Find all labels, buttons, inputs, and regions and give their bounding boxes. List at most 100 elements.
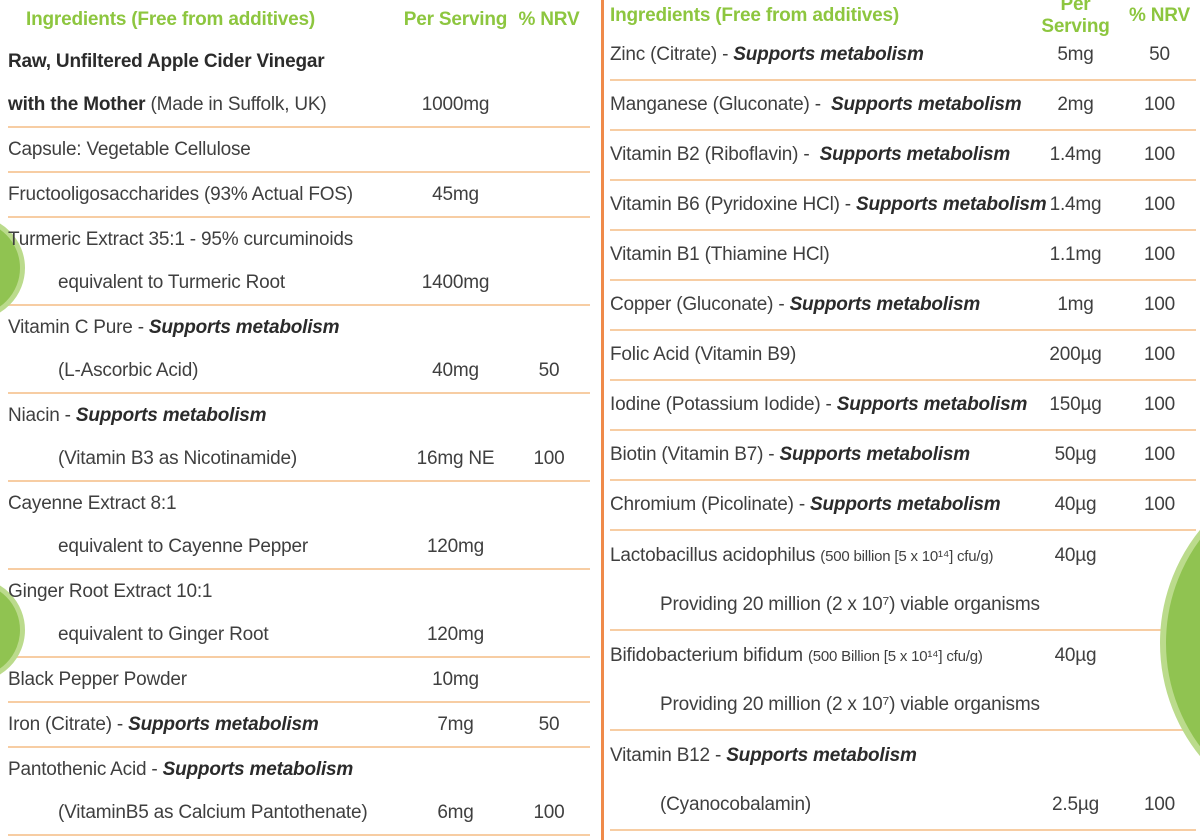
text-segment: Supports metabolism xyxy=(162,758,354,780)
ingredient-name: Providing 20 million (2 x 10⁷) viable or… xyxy=(610,594,1040,616)
per-serving-value: 40mg xyxy=(432,359,479,381)
per-serving-value: 40µg xyxy=(1054,544,1097,566)
per-serving-value: 40µg xyxy=(1054,644,1097,666)
ingredient-name: Cayenne Extract 8:1 xyxy=(8,493,403,515)
ingredient-name: Vitamin B12 - Supports metabolism xyxy=(610,745,1028,767)
per-serving-value: 1.4mg xyxy=(1049,194,1102,215)
ingredient-name: Iodine (Potassium Iodide) - Supports met… xyxy=(610,394,1028,416)
table-row: Vitamin C Pure - Supports metabolism (L-A… xyxy=(8,306,590,394)
column-separator-line xyxy=(601,0,604,840)
row-line: with the Mother (Made in Suffolk, UK) 100… xyxy=(8,83,590,126)
per-serving-value: 7mg xyxy=(437,713,474,735)
row-line: Zinc (Citrate) - Supports metabolism 5mg 5… xyxy=(610,31,1196,79)
per-serving-value: 1.4mg xyxy=(1049,144,1102,165)
column-header-nrv: % NRV xyxy=(518,9,580,30)
ingredient-name: (Cyanocobalamin) xyxy=(610,794,1028,816)
text-segment: Manganese (Gluconate) - xyxy=(610,94,832,115)
table-row: Raw, Unfiltered Apple Cider Vinegar with … xyxy=(8,40,590,128)
row-line: Black Pepper Powder 10mg xyxy=(8,658,590,701)
text-segment: Black Pepper Powder xyxy=(8,668,187,690)
ingredient-name: Lactobacillus acidophilus (500 billion [… xyxy=(610,545,1028,567)
per-serving-value: 16mg NE xyxy=(416,447,495,469)
ingredient-name: Bifidobacterium bifidum (500 Billion [5 … xyxy=(610,645,1028,667)
text-segment: Iron (Citrate) - xyxy=(8,713,129,735)
row-line: Fructooligosaccharides (93% Actual FOS) 4… xyxy=(8,173,590,216)
row-line: equivalent to Cayenne Pepper 120mg xyxy=(8,525,590,568)
nrv-value: 100 xyxy=(1143,394,1176,415)
row-line: Vitamin B12 - Supports metabolism xyxy=(610,731,1196,780)
row-line: Vitamin C Pure - Supports metabolism xyxy=(8,306,590,349)
nrv-value: 100 xyxy=(1143,244,1176,265)
ingredient-name: Zinc (Citrate) - Supports metabolism xyxy=(610,44,1028,66)
column-header-per-serving: Per Serving xyxy=(403,9,508,30)
text-segment: Supports metabolism xyxy=(75,404,267,426)
text-segment: Supports metabolism xyxy=(148,316,340,338)
text-segment: Chromium (Picolinate) - xyxy=(610,494,811,515)
ingredient-name: (Vitamin B3 as Nicotinamide) xyxy=(8,448,403,470)
text-segment: Supports metabolism xyxy=(779,444,970,465)
text-segment: Supports metabolism xyxy=(733,44,924,65)
nrv-value: 100 xyxy=(1143,444,1176,465)
ingredient-name: Folic Acid (Vitamin B9) xyxy=(610,344,1028,366)
ingredient-name: Vitamin B1 (Thiamine HCl) xyxy=(610,244,1028,266)
table-row: Zinc (Citrate) - Supports metabolism 5mg 5… xyxy=(610,31,1196,81)
row-line: Ginger Root Extract 10:1 xyxy=(8,570,590,613)
row-line: (VitaminB5 as Calcium Pantothenate) 6mg 10… xyxy=(8,791,590,834)
per-serving-value: 10mg xyxy=(432,668,479,690)
column-header: Ingredients (Free from additives) Per Se… xyxy=(610,0,1196,37)
row-line: Iron (Citrate) - Supports metabolism 7mg 5… xyxy=(8,703,590,746)
text-segment: Supports metabolism xyxy=(789,294,981,315)
row-line: Raw, Unfiltered Apple Cider Vinegar xyxy=(8,40,590,83)
ingredient-name: Niacin - Supports metabolism xyxy=(8,405,403,427)
ingredient-name: Providing 20 million (2 x 10⁷) viable or… xyxy=(610,694,1040,716)
text-segment: Niacin - xyxy=(8,404,76,426)
row-line: Biotin (Vitamin B7) - Supports metabolis… xyxy=(610,431,1196,479)
row-line: Vitamin B2 (Riboflavin) - Supports metab… xyxy=(610,131,1196,179)
ingredient-name: Raw, Unfiltered Apple Cider Vinegar xyxy=(8,51,403,73)
nrv-value: 50 xyxy=(538,713,560,735)
column-header-ingredients: Ingredients (Free from additives) xyxy=(610,4,900,26)
row-line: Pantothenic Acid - Supports metabolism xyxy=(8,748,590,791)
row-line: Capsule: Vegetable Cellulose xyxy=(8,128,590,171)
table-row: Fructooligosaccharides (93% Actual FOS) 4… xyxy=(8,173,590,218)
column-header-per-serving: Per Serving xyxy=(1041,0,1110,37)
table-row: Folic Acid (Vitamin B9) 200µg 100 xyxy=(610,331,1196,381)
nrv-value: 50 xyxy=(1149,44,1170,65)
ingredient-name: Chromium (Picolinate) - Supports metabol… xyxy=(610,494,1028,516)
ingredients-column-right: Ingredients (Free from additives) Per Se… xyxy=(610,0,1196,831)
text-segment: Supports metabolism xyxy=(831,94,1022,115)
text-segment: Copper (Gluconate) - xyxy=(610,294,790,315)
table-row: Iodine (Potassium Iodide) - Supports met… xyxy=(610,381,1196,431)
row-line: equivalent to Turmeric Root 1400mg xyxy=(8,261,590,304)
text-segment: equivalent to Cayenne Pepper xyxy=(58,535,309,557)
column-header-nrv: % NRV xyxy=(1129,4,1190,26)
ingredient-rows: Zinc (Citrate) - Supports metabolism 5mg 5… xyxy=(610,31,1196,831)
nrv-value: 100 xyxy=(1143,294,1176,315)
table-row: Cayenne Extract 8:1 equivalent to Cayenne… xyxy=(8,482,590,570)
per-serving-value: 6mg xyxy=(437,801,474,823)
row-line: Iodine (Potassium Iodide) - Supports met… xyxy=(610,381,1196,429)
text-segment: Supports metabolism xyxy=(726,744,917,766)
row-line: Manganese (Gluconate) - Supports metabol… xyxy=(610,81,1196,129)
table-row: Biotin (Vitamin B7) - Supports metabolis… xyxy=(610,431,1196,481)
per-serving-value: 1400mg xyxy=(421,271,490,293)
row-line: equivalent to Ginger Root 120mg xyxy=(8,613,590,656)
ingredient-name: with the Mother (Made in Suffolk, UK) xyxy=(8,94,403,116)
nrv-value: 100 xyxy=(1143,94,1176,115)
per-serving-value: 120mg xyxy=(426,535,485,557)
text-segment: Turmeric Extract 35:1 - 95% curcuminoids xyxy=(8,228,354,250)
ingredient-name: Manganese (Gluconate) - Supports metabol… xyxy=(610,94,1028,116)
text-segment: Supports metabolism xyxy=(819,144,1011,165)
nrv-value: 100 xyxy=(1143,194,1176,215)
ingredient-name: (VitaminB5 as Calcium Pantothenate) xyxy=(8,802,403,824)
text-segment: (Made in Suffolk, UK) xyxy=(145,93,327,115)
ingredient-rows: Raw, Unfiltered Apple Cider Vinegar with … xyxy=(8,40,590,836)
text-segment: (500 billion [5 x 10¹⁴] cfu/g) xyxy=(820,547,994,565)
row-line: Folic Acid (Vitamin B9) 200µg 100 xyxy=(610,331,1196,379)
nrv-value: 100 xyxy=(533,801,565,823)
ingredient-name: Ginger Root Extract 10:1 xyxy=(8,581,403,603)
text-segment: (L-Ascorbic Acid) xyxy=(58,359,199,381)
table-row: Ginger Root Extract 10:1 equivalent to Gi… xyxy=(8,570,590,658)
ingredient-name: equivalent to Cayenne Pepper xyxy=(8,536,403,558)
row-line: Chromium (Picolinate) - Supports metabol… xyxy=(610,481,1196,529)
